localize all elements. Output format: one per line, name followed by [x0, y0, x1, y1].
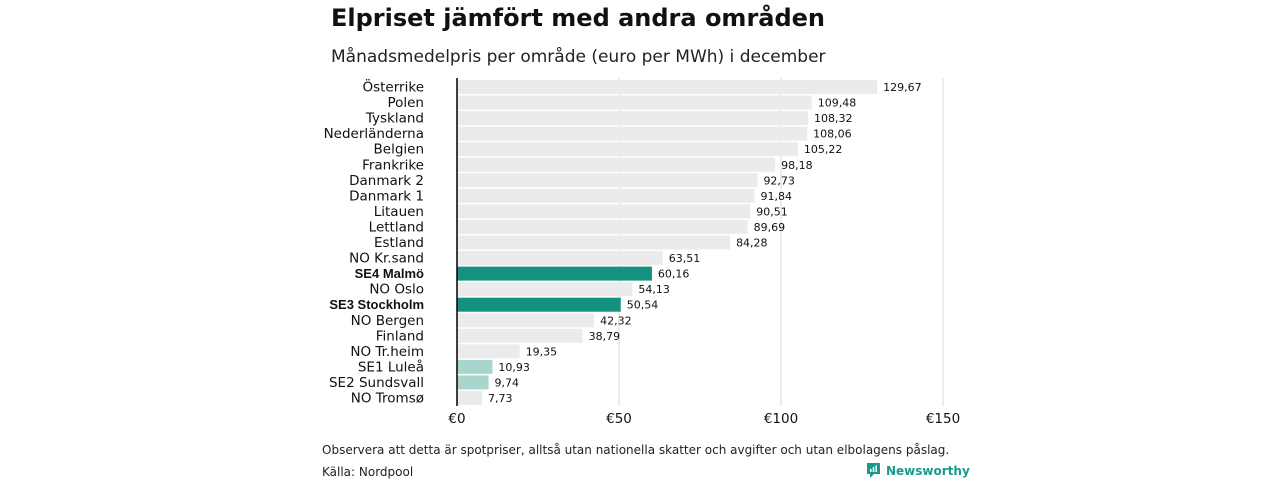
value-label: 109,48: [818, 97, 857, 110]
category-label: Litauen: [374, 204, 424, 220]
value-label: 105,22: [804, 143, 843, 156]
bar-chart: Österrike 129,67 Polen 109,48 Tyskland 108,32…: [324, 78, 961, 428]
category-label: Nederländerna: [324, 126, 424, 142]
value-label: 90,51: [756, 205, 788, 218]
category-label: Lettland: [369, 219, 424, 235]
x-tick-label: €0: [448, 411, 465, 427]
category-label: Polen: [387, 95, 424, 111]
footnote: Observera att detta är spotpriser, allts…: [322, 443, 950, 457]
value-label: 60,16: [658, 268, 690, 281]
bar: [457, 359, 493, 374]
value-label: 19,35: [526, 345, 558, 358]
category-label: Frankrike: [362, 157, 424, 173]
bar: [457, 313, 595, 328]
category-label: NO Tromsø: [351, 391, 424, 407]
bar: [457, 95, 812, 110]
bar: [457, 157, 776, 172]
category-label: NO Oslo: [369, 282, 424, 298]
bar: [457, 142, 798, 157]
category-label: Belgien: [374, 142, 425, 158]
x-tick-label: €150: [926, 411, 960, 427]
category-label: Danmark 1: [349, 188, 424, 204]
bar: [457, 204, 751, 219]
brand-name: Newsworthy: [886, 463, 970, 478]
value-label: 7,73: [488, 392, 512, 405]
category-label: Österrike: [362, 78, 424, 96]
category-label: SE2 Sundsvall: [329, 375, 424, 391]
bar: [457, 251, 663, 266]
category-label: Danmark 2: [349, 173, 424, 189]
value-label: 10,93: [498, 361, 530, 374]
x-tick-label: €100: [764, 411, 798, 427]
bar: [457, 328, 583, 343]
bar: [457, 126, 808, 141]
value-label: 42,32: [600, 314, 632, 327]
bar: [457, 235, 731, 250]
value-label: 84,28: [736, 237, 768, 250]
bar: [457, 391, 483, 405]
category-label: Estland: [374, 235, 424, 251]
bar: [457, 173, 758, 188]
value-label: 63,51: [669, 252, 701, 265]
chart-title: Elpriset jämfört med andra områden: [331, 4, 826, 32]
category-label: SE3 Stockholm: [329, 297, 424, 312]
value-label: 9,74: [495, 376, 520, 389]
value-label: 54,13: [638, 283, 670, 296]
category-label: SE4 Malmö: [355, 266, 424, 281]
bar: [457, 188, 755, 203]
x-tick-label: €50: [606, 411, 632, 427]
category-label: Finland: [376, 328, 424, 344]
category-label: SE1 Luleå: [358, 358, 424, 375]
value-label: 98,18: [781, 159, 813, 172]
bar: [457, 266, 652, 281]
bar: [457, 344, 520, 359]
value-label: 38,79: [589, 330, 621, 343]
value-label: 50,54: [627, 299, 659, 312]
bar: [457, 297, 621, 312]
category-label: Tyskland: [365, 111, 424, 127]
bar: [457, 219, 748, 234]
value-label: 108,06: [813, 128, 852, 141]
value-label: 108,32: [814, 112, 853, 125]
value-label: 91,84: [761, 190, 793, 203]
bar: [457, 80, 878, 94]
source-label: Källa: Nordpool: [322, 465, 414, 479]
category-label: NO Kr.sand: [349, 251, 424, 267]
value-label: 92,73: [763, 174, 795, 187]
bar: [457, 282, 633, 297]
brand-logo: Newsworthy: [866, 462, 970, 479]
value-label: 129,67: [883, 81, 922, 94]
newsworthy-logo-icon: [867, 463, 880, 478]
bar: [457, 111, 808, 126]
value-label: 89,69: [754, 221, 786, 234]
category-label: NO Tr.heim: [350, 344, 424, 360]
category-label: NO Bergen: [351, 313, 424, 329]
chart-subtitle: Månadsmedelpris per område (euro per MWh…: [331, 47, 826, 67]
bar: [457, 375, 489, 390]
